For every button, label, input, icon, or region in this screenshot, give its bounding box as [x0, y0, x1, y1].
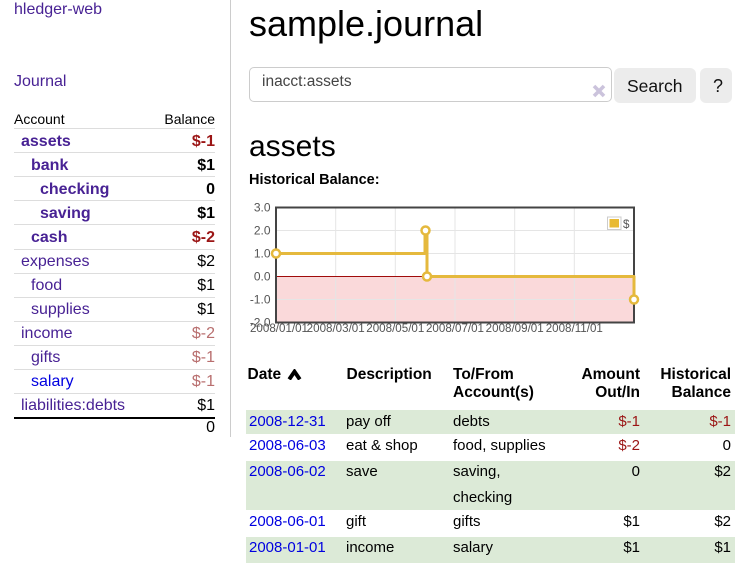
svg-text:$: $ — [623, 218, 630, 231]
svg-text:2.0: 2.0 — [254, 224, 271, 238]
svg-text:-2.0: -2.0 — [250, 316, 271, 330]
svg-text:2008/01/01: 2008/01/01 — [250, 322, 308, 335]
svg-text:2008/03/01: 2008/03/01 — [307, 322, 365, 335]
svg-text:1.0: 1.0 — [254, 247, 271, 261]
svg-text:2008/11/01: 2008/11/01 — [546, 322, 603, 335]
svg-text:3.0: 3.0 — [254, 201, 271, 215]
svg-text:2008/05/01: 2008/05/01 — [366, 322, 424, 335]
svg-text:0.0: 0.0 — [254, 270, 271, 284]
svg-text:2008/07/01: 2008/07/01 — [426, 322, 484, 335]
svg-text:-1.0: -1.0 — [250, 293, 271, 307]
svg-text:2008/09/01: 2008/09/01 — [486, 322, 544, 335]
